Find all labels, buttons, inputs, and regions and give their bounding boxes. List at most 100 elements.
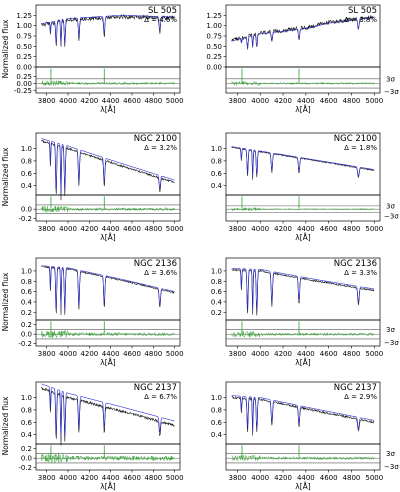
residual-frame: [225, 319, 381, 347]
delta-label: Δ = 3.3%: [344, 269, 377, 277]
x-tick-label: 4000: [251, 97, 269, 105]
y-tick-label: 0.6: [211, 419, 223, 427]
panel-title: NGC 2137: [334, 383, 377, 393]
x-tick-label: 3800: [228, 350, 246, 358]
y-tick-label: 1.0: [211, 145, 222, 153]
x-axis-title: λ[Å]: [295, 233, 310, 242]
panel-title: NGC 2100: [334, 134, 377, 144]
residual-frame: [35, 319, 181, 347]
panel-title: NGC 2136: [134, 259, 177, 269]
y-tick-label: 1.0: [21, 267, 32, 275]
y-tick-label: 1.00: [206, 22, 222, 30]
residual-y-tick-label: 0.0: [21, 455, 32, 463]
x-tick-label: 5000: [166, 350, 184, 358]
panel-title: SL 505: [148, 6, 177, 16]
y-tick-label: 0.4: [21, 182, 33, 190]
x-tick-label: 4400: [102, 350, 120, 358]
delta-label: Δ = 1.8%: [344, 144, 377, 152]
x-tick-label: 4600: [320, 225, 338, 233]
y-tick-label: 1.0: [21, 145, 32, 153]
model-spectrum-line: [231, 268, 375, 311]
residual-line: [231, 330, 375, 339]
model-spectrum-line: [231, 146, 375, 178]
x-tick-label: 3800: [38, 350, 56, 358]
y-tick-label: 0.4: [211, 182, 223, 190]
x-tick-label: 4200: [274, 97, 292, 105]
delta-label: Δ = 2.9%: [344, 393, 377, 401]
x-tick-label: 5000: [166, 225, 184, 233]
x-axis-title: λ[Å]: [100, 233, 115, 242]
residual-frame: [225, 194, 381, 222]
panel-title: NGC 2137: [134, 383, 177, 393]
y-tick-label: 0.00: [206, 64, 222, 72]
y-tick-label: 1.25: [16, 12, 32, 20]
x-tick-label: 3800: [38, 97, 56, 105]
sigma-pos-label: 3σ: [386, 202, 395, 210]
y-tick-label: 0.00: [16, 64, 32, 72]
residual-line: [231, 80, 375, 86]
y-tick-label: 0.8: [211, 406, 222, 414]
y-axis-title: Normalized flux: [1, 19, 10, 78]
y-axis-title: Normalized flux: [1, 272, 10, 331]
y-tick-label: 0.6: [21, 170, 33, 178]
residual-y-tick-label: -0.25: [14, 87, 32, 95]
model-spectrum-line: [41, 138, 175, 195]
x-axis-title: λ[Å]: [295, 358, 310, 367]
residual-y-tick-label: 0.25: [16, 73, 32, 81]
sigma-neg-label: −3σ: [384, 339, 399, 347]
delta-label: Δ = 6.7%: [144, 393, 177, 401]
x-tick-label: 4400: [297, 474, 315, 482]
residual-line: [231, 207, 375, 212]
x-tick-label: 3800: [228, 97, 246, 105]
x-axis-title: λ[Å]: [100, 482, 115, 491]
x-tick-label: 4400: [102, 97, 120, 105]
x-tick-label: 4800: [144, 225, 162, 233]
y-tick-label: 0.8: [21, 406, 32, 414]
residual-y-tick-label: 0.2: [21, 321, 32, 329]
model-spectrum-line: [41, 15, 175, 46]
y-tick-label: 0.2: [211, 309, 222, 317]
x-tick-label: 4000: [59, 474, 77, 482]
y-tick-label: 0.8: [211, 278, 222, 286]
x-tick-label: 5000: [166, 97, 184, 105]
sigma-neg-label: −3σ: [384, 88, 399, 96]
x-tick-label: 5000: [166, 474, 184, 482]
x-tick-label: 3800: [38, 474, 56, 482]
residual-line: [41, 79, 175, 87]
x-tick-label: 5000: [365, 97, 383, 105]
x-tick-label: 4200: [274, 474, 292, 482]
x-tick-label: 4800: [144, 350, 162, 358]
delta-label: Δ = 3.6%: [144, 269, 177, 277]
x-tick-label: 4800: [343, 97, 361, 105]
x-tick-label: 5000: [365, 350, 383, 358]
sigma-pos-label: 3σ: [386, 75, 395, 83]
delta-label: Δ = 4.6%: [144, 16, 177, 24]
y-tick-label: 0.6: [21, 288, 33, 296]
x-tick-label: 4600: [320, 350, 338, 358]
x-tick-label: 4000: [59, 350, 77, 358]
delta-label: Δ = 3.8%: [344, 16, 377, 24]
y-axis-title: Normalized flux: [1, 396, 10, 455]
y-tick-label: 1.0: [211, 394, 222, 402]
x-tick-label: 4200: [274, 350, 292, 358]
residual-y-tick-label: -0.2: [18, 464, 32, 472]
residual-y-tick-label: -0.2: [18, 340, 32, 348]
x-tick-label: 4600: [320, 474, 338, 482]
x-tick-label: 4800: [343, 350, 361, 358]
sigma-neg-label: −3σ: [384, 463, 399, 471]
residual-line: [41, 206, 175, 213]
x-tick-label: 4200: [80, 474, 98, 482]
y-tick-label: 0.25: [16, 53, 32, 61]
y-tick-label: 0.75: [206, 33, 222, 41]
residual-frame: [35, 443, 181, 471]
y-tick-label: 0.4: [211, 298, 223, 306]
y-tick-label: 0.6: [211, 170, 223, 178]
x-tick-label: 4200: [80, 97, 98, 105]
y-tick-label: 0.8: [21, 278, 32, 286]
y-tick-label: 1.0: [211, 267, 222, 275]
x-tick-label: 4000: [251, 350, 269, 358]
